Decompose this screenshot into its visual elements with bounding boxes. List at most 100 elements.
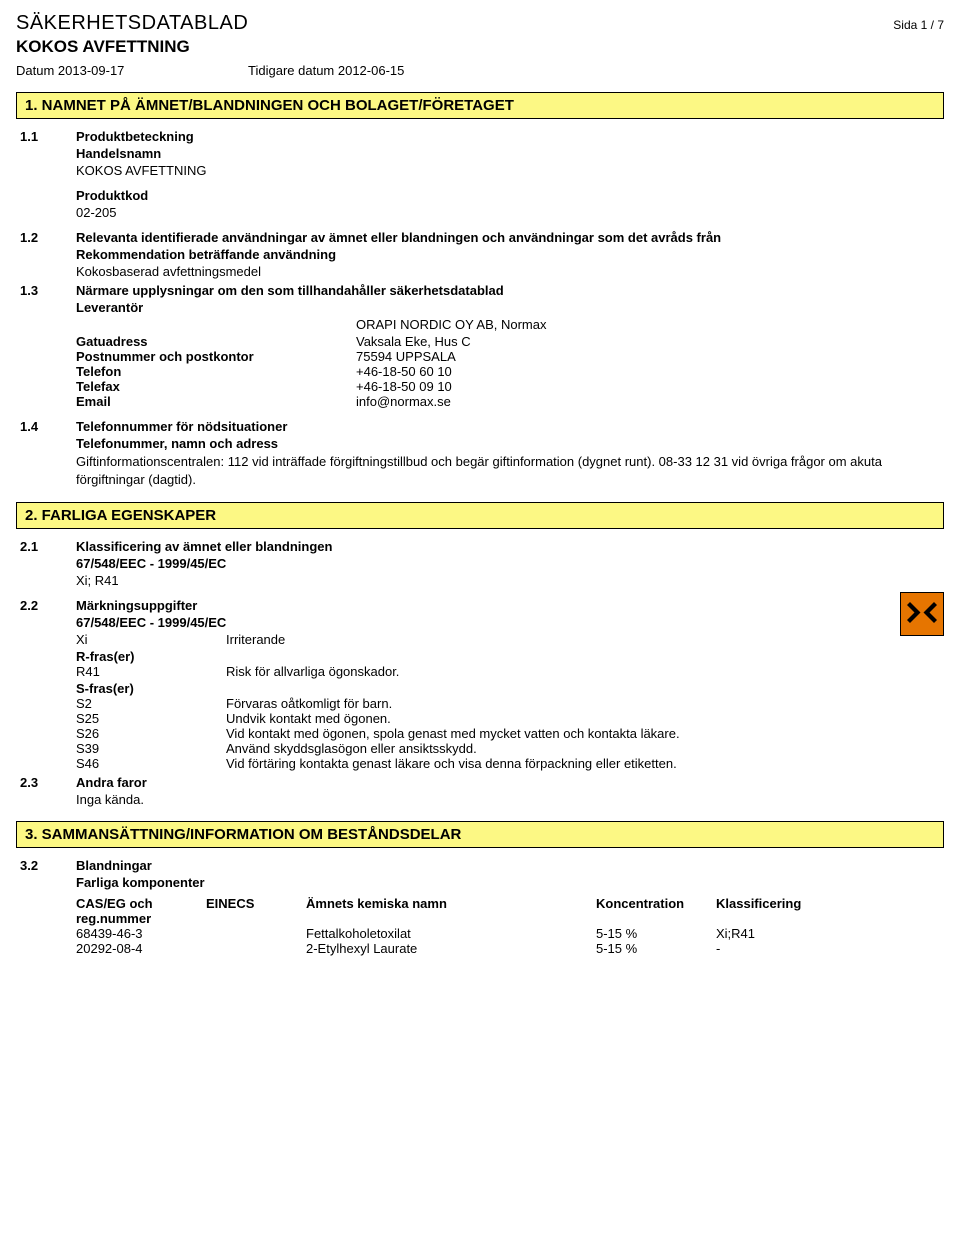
other-hazards-text: Inga kända. bbox=[76, 792, 944, 807]
comp-conc: 5-15 % bbox=[596, 926, 716, 941]
emergency-sub-label: Telefonummer, namn och adress bbox=[76, 436, 944, 451]
s-text: Vid kontakt med ögonen, spola genast med… bbox=[226, 726, 944, 741]
section-num: 1.2 bbox=[16, 230, 76, 279]
section-1-3: 1.3 Närmare upplysningar om den som till… bbox=[16, 283, 944, 409]
heading-2-2: Märkningsuppgifter bbox=[76, 598, 944, 613]
heading-3-2: Blandningar bbox=[76, 858, 944, 873]
section-num: 3.2 bbox=[16, 858, 76, 956]
recommendation-text: Kokosbaserad avfettningsmedel bbox=[76, 264, 944, 279]
heading-2-3: Andra faror bbox=[76, 775, 944, 790]
section-1-1: 1.1 Produktbeteckning Handelsnamn KOKOS … bbox=[16, 129, 944, 220]
comp-cas: 20292-08-4 bbox=[76, 941, 206, 956]
section3-bar: 3. SAMMANSÄTTNING/INFORMATION OM BESTÅND… bbox=[16, 821, 944, 848]
hazardous-components-label: Farliga komponenter bbox=[76, 875, 944, 890]
s-text: Undvik kontakt med ögonen. bbox=[226, 711, 944, 726]
s-text: Använd skyddsglasögon eller ansiktsskydd… bbox=[226, 741, 944, 756]
s-phrase-row: S46Vid förtäring kontakta genast läkare … bbox=[76, 756, 944, 771]
col-cas-2: reg.nummer bbox=[76, 911, 206, 926]
s-code: S2 bbox=[76, 696, 226, 711]
heading-1-1: Produktbeteckning bbox=[76, 129, 944, 144]
s-phrases-label: S-fras(er) bbox=[76, 681, 944, 696]
heading-1-2: Relevanta identifierade användningar av … bbox=[76, 230, 944, 245]
comp-cas: 68439-46-3 bbox=[76, 926, 206, 941]
contact-key: Telefax bbox=[76, 379, 296, 394]
dates-row: Datum 2013-09-17 Tidigare datum 2012-06-… bbox=[16, 63, 944, 78]
emergency-text: Giftinformationscentralen: 112 vid inträ… bbox=[76, 453, 944, 488]
contact-row: Emailinfo@normax.se bbox=[76, 394, 944, 409]
xi-code: Xi bbox=[76, 632, 226, 647]
section-num: 1.1 bbox=[16, 129, 76, 220]
contact-key: Gatuadress bbox=[76, 334, 296, 349]
s-phrase-row: S2Förvaras oåtkomligt för barn. bbox=[76, 696, 944, 711]
r-phrases-table: R41Risk för allvarliga ögonskador. bbox=[76, 664, 944, 679]
labelling-reg: 67/548/EEC - 1999/45/EC bbox=[76, 615, 944, 630]
comp-class: - bbox=[716, 941, 944, 956]
classification-reg: 67/548/EEC - 1999/45/EC bbox=[76, 556, 944, 571]
comp-einecs bbox=[206, 926, 306, 941]
contact-value: info@normax.se bbox=[296, 394, 944, 409]
contact-value: 75594 UPPSALA bbox=[296, 349, 944, 364]
section-num: 2.1 bbox=[16, 539, 76, 588]
heading-1-4: Telefonnummer för nödsituationer bbox=[76, 419, 944, 434]
section-2-2: 2.2 Märkningsuppgifter 67/548/EEC - 1999… bbox=[16, 598, 944, 771]
contact-key: Postnummer och postkontor bbox=[76, 349, 296, 364]
contact-key: Telefon bbox=[76, 364, 296, 379]
comp-conc: 5-15 % bbox=[596, 941, 716, 956]
section-2-3: 2.3 Andra faror Inga kända. bbox=[16, 775, 944, 807]
xi-text: Irriterande bbox=[226, 632, 900, 647]
composition-row: 68439-46-3 Fettalkoholetoxilat5-15 %Xi;R4… bbox=[76, 926, 944, 941]
s-code: S39 bbox=[76, 741, 226, 756]
header: SÄKERHETSDATABLAD Sida 1 / 7 bbox=[16, 12, 944, 35]
productcode-label: Produktkod bbox=[76, 188, 944, 203]
s-phrases-table: S2Förvaras oåtkomligt för barn.S25Undvik… bbox=[76, 696, 944, 771]
productcode: 02-205 bbox=[76, 205, 944, 220]
section-num: 2.2 bbox=[16, 598, 76, 771]
comp-name: Fettalkoholetoxilat bbox=[306, 926, 596, 941]
section2-bar: 2. FARLIGA EGENSKAPER bbox=[16, 502, 944, 529]
section-1-2: 1.2 Relevanta identifierade användningar… bbox=[16, 230, 944, 279]
r-phrase-row: R41Risk för allvarliga ögonskador. bbox=[76, 664, 944, 679]
tradename: KOKOS AVFETTNING bbox=[76, 163, 944, 178]
contact-value: Vaksala Eke, Hus C bbox=[296, 334, 944, 349]
contact-table: GatuadressVaksala Eke, Hus CPostnummer o… bbox=[76, 334, 944, 409]
s-text: Vid förtäring kontakta genast läkare och… bbox=[226, 756, 944, 771]
section-num: 1.4 bbox=[16, 419, 76, 488]
section-1-4: 1.4 Telefonnummer för nödsituationer Tel… bbox=[16, 419, 944, 488]
supplier-name: ORAPI NORDIC OY AB, Normax bbox=[296, 317, 944, 332]
s-code: S46 bbox=[76, 756, 226, 771]
col-einecs: EINECS bbox=[206, 896, 306, 911]
contact-row: Telefax+46-18-50 09 10 bbox=[76, 379, 944, 394]
irritant-hazard-icon bbox=[900, 592, 944, 636]
r-text: Risk för allvarliga ögonskador. bbox=[226, 664, 944, 679]
heading-2-1: Klassificering av ämnet eller blandninge… bbox=[76, 539, 944, 554]
date-previous: Tidigare datum 2012-06-15 bbox=[248, 63, 404, 78]
contact-value: +46-18-50 60 10 bbox=[296, 364, 944, 379]
r-code: R41 bbox=[76, 664, 226, 679]
s-phrase-row: S39Använd skyddsglasögon eller ansiktssk… bbox=[76, 741, 944, 756]
contact-row: GatuadressVaksala Eke, Hus C bbox=[76, 334, 944, 349]
heading-1-3: Närmare upplysningar om den som tillhand… bbox=[76, 283, 944, 298]
date-current: Datum 2013-09-17 bbox=[16, 63, 124, 78]
s-code: S26 bbox=[76, 726, 226, 741]
composition-table: CAS/EG och EINECS Ämnets kemiska namn Ko… bbox=[76, 896, 944, 956]
contact-row: Postnummer och postkontor75594 UPPSALA bbox=[76, 349, 944, 364]
product-name: KOKOS AVFETTNING bbox=[16, 37, 944, 57]
comp-einecs bbox=[206, 941, 306, 956]
contact-value: +46-18-50 09 10 bbox=[296, 379, 944, 394]
section-num: 1.3 bbox=[16, 283, 76, 409]
section-num: 2.3 bbox=[16, 775, 76, 807]
contact-key: Email bbox=[76, 394, 296, 409]
page-number: Sida 1 / 7 bbox=[893, 18, 944, 32]
section1-bar: 1. NAMNET PÅ ÄMNET/BLANDNINGEN OCH BOLAG… bbox=[16, 92, 944, 119]
classification-code: Xi; R41 bbox=[76, 573, 944, 588]
section-2-1: 2.1 Klassificering av ämnet eller blandn… bbox=[16, 539, 944, 588]
recommendation-label: Rekommendation beträffande användning bbox=[76, 247, 944, 262]
r-phrases-label: R-fras(er) bbox=[76, 649, 944, 664]
contact-row: Telefon+46-18-50 60 10 bbox=[76, 364, 944, 379]
composition-row: 20292-08-4 2-Etylhexyl Laurate5-15 %- bbox=[76, 941, 944, 956]
tradename-label: Handelsnamn bbox=[76, 146, 944, 161]
comp-class: Xi;R41 bbox=[716, 926, 944, 941]
col-class: Klassificering bbox=[716, 896, 944, 911]
comp-name: 2-Etylhexyl Laurate bbox=[306, 941, 596, 956]
col-cas-1: CAS/EG och bbox=[76, 896, 153, 911]
